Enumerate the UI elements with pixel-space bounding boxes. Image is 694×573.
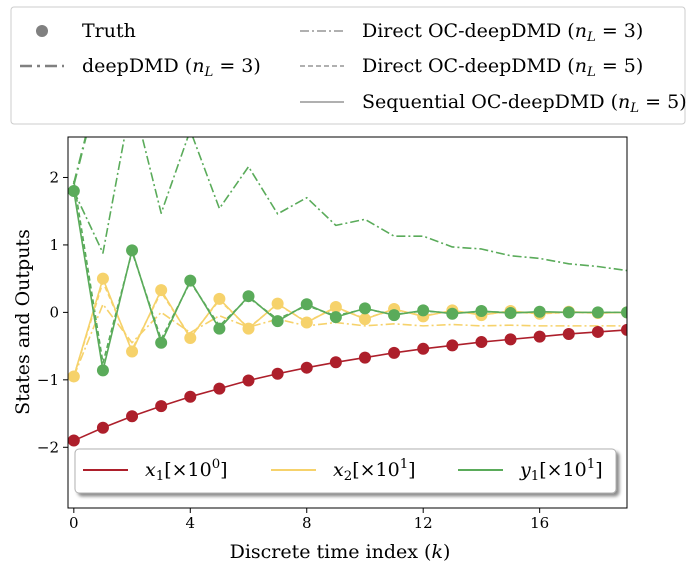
series-layer bbox=[68, 137, 627, 447]
data-point-y1-truth bbox=[358, 302, 371, 315]
data-point-x2-truth bbox=[155, 284, 168, 297]
series-line-x2-direct-oc-deepdmd-n-l-3 bbox=[73, 303, 627, 377]
variable-legend: x1[×100] x2[×101] y1[×101] bbox=[74, 448, 617, 494]
data-point-x1-truth bbox=[504, 333, 517, 346]
y-tick-label: 1 bbox=[49, 236, 59, 254]
style-legend-entry-sequential-oc-deepdmd-n-l-5: Sequential OC-deepDMD (nL = 5) bbox=[300, 91, 687, 116]
y-tick-label: −1 bbox=[37, 371, 59, 389]
style-legend-label: Truth bbox=[82, 20, 136, 42]
data-point-y1-truth bbox=[184, 274, 197, 287]
variable-legend-label: x1[×100] bbox=[145, 457, 228, 484]
data-point-x1-truth bbox=[300, 361, 313, 374]
data-point-x2-truth bbox=[184, 332, 197, 345]
data-point-y1-truth bbox=[446, 307, 459, 320]
style-legend-entry-deepdmd-n-l-3: deepDMD (nL = 3) bbox=[20, 55, 261, 80]
data-point-x2-truth bbox=[358, 313, 371, 326]
data-point-x1-truth bbox=[591, 325, 604, 338]
variable-legend-frame bbox=[74, 448, 617, 494]
style-legend-frame bbox=[10, 6, 686, 125]
variable-legend-entry-y1-10-1: y1[×101] bbox=[458, 457, 603, 484]
variable-legend-label: x2[×101] bbox=[333, 457, 416, 484]
x-tick-label: 0 bbox=[69, 514, 79, 532]
data-point-x2-truth bbox=[96, 272, 109, 285]
data-point-x1-truth bbox=[358, 351, 371, 364]
style-legend-entry-truth: Truth bbox=[36, 20, 136, 42]
x-tick-label: 4 bbox=[186, 514, 196, 532]
data-point-y1-truth bbox=[475, 305, 488, 318]
data-point-x1-truth bbox=[621, 323, 627, 336]
x-axis: 0 4 8 12 16 bbox=[69, 508, 549, 532]
y-axis: −2 −1 0 1 2 bbox=[37, 168, 68, 456]
data-point-x1-truth bbox=[533, 330, 546, 343]
variable-legend-label: y1[×101] bbox=[519, 457, 603, 484]
data-point-x1-truth bbox=[68, 434, 80, 447]
legend-marker-swatch bbox=[36, 25, 48, 37]
data-point-x1-truth bbox=[446, 339, 459, 352]
data-point-y1-truth bbox=[213, 322, 226, 335]
data-point-y1-truth bbox=[562, 306, 575, 319]
style-legend-entry-direct-oc-deepdmd-n-l-3: Direct OC-deepDMD (nL = 3) bbox=[300, 20, 643, 45]
data-point-y1-truth bbox=[388, 309, 401, 322]
variable-legend-entry-x2-10-1: x2[×101] bbox=[271, 457, 416, 484]
style-legend-label: deepDMD (nL = 3) bbox=[82, 55, 261, 80]
style-legend-entries: Truth deepDMD (nL = 3) Direct OC-deepDMD (… bbox=[20, 20, 687, 116]
data-point-y1-truth bbox=[591, 306, 604, 319]
data-point-y1-truth bbox=[504, 307, 517, 320]
style-legend-label: Direct OC-deepDMD (nL = 5) bbox=[362, 55, 643, 80]
y-axis-label: States and Outputs bbox=[12, 229, 34, 415]
data-point-y1-truth bbox=[300, 298, 313, 311]
data-point-x1-truth bbox=[184, 390, 197, 403]
plot-frame bbox=[67, 136, 628, 509]
data-point-x2-truth bbox=[126, 345, 139, 358]
data-point-x1-truth bbox=[562, 327, 575, 340]
data-point-y1-truth bbox=[417, 304, 430, 317]
data-point-x2-truth bbox=[300, 316, 313, 329]
series-line-y1-direct-oc-deepdmd-n-l-3 bbox=[73, 137, 627, 272]
data-point-y1-truth bbox=[155, 336, 168, 349]
data-point-x1-truth bbox=[271, 367, 284, 380]
style-legend-entry-direct-oc-deepdmd-n-l-5: Direct OC-deepDMD (nL = 5) bbox=[300, 55, 643, 80]
data-point-x1-truth bbox=[126, 410, 139, 423]
data-point-y1-truth bbox=[242, 290, 255, 303]
data-point-y1-truth bbox=[96, 364, 109, 377]
data-point-x1-truth bbox=[96, 421, 109, 434]
variable-legend-entries: x1[×100] x2[×101] y1[×101] bbox=[83, 457, 603, 484]
data-point-y1-truth bbox=[329, 311, 342, 324]
data-point-x2-truth bbox=[68, 370, 80, 383]
data-point-x1-truth bbox=[242, 374, 255, 387]
style-legend-label: Direct OC-deepDMD (nL = 3) bbox=[362, 20, 643, 45]
data-point-x2-truth bbox=[329, 300, 342, 313]
data-point-x1-truth bbox=[155, 400, 168, 413]
data-point-x1-truth bbox=[417, 342, 430, 355]
data-point-y1-truth bbox=[126, 244, 139, 257]
data-point-x1-truth bbox=[475, 336, 488, 349]
data-point-x2-truth bbox=[242, 322, 255, 335]
data-point-x2-truth bbox=[213, 292, 226, 305]
style-legend-label: Sequential OC-deepDMD (nL = 5) bbox=[362, 91, 687, 116]
x-tick-label: 12 bbox=[414, 514, 433, 532]
style-legend: Truth deepDMD (nL = 3) Direct OC-deepDMD (… bbox=[10, 6, 687, 125]
y-tick-label: 0 bbox=[49, 303, 59, 321]
data-point-x1-truth bbox=[329, 356, 342, 369]
data-point-x1-truth bbox=[213, 382, 226, 395]
variable-legend-entry-x1-10-0: x1[×100] bbox=[83, 457, 228, 484]
x-tick-label: 8 bbox=[302, 514, 312, 532]
plot-background bbox=[68, 137, 627, 508]
data-point-y1-truth bbox=[533, 305, 546, 318]
data-point-x2-truth bbox=[271, 297, 284, 310]
data-point-y1-truth bbox=[68, 184, 80, 197]
data-point-y1-truth bbox=[621, 306, 627, 319]
data-point-y1-truth bbox=[271, 315, 284, 328]
x-tick-label: 16 bbox=[530, 514, 549, 532]
y-tick-label: −2 bbox=[37, 438, 59, 456]
y-tick-label: 2 bbox=[49, 168, 59, 186]
data-point-x1-truth bbox=[388, 346, 401, 359]
x-axis-label: Discrete time index (k) bbox=[230, 541, 451, 563]
